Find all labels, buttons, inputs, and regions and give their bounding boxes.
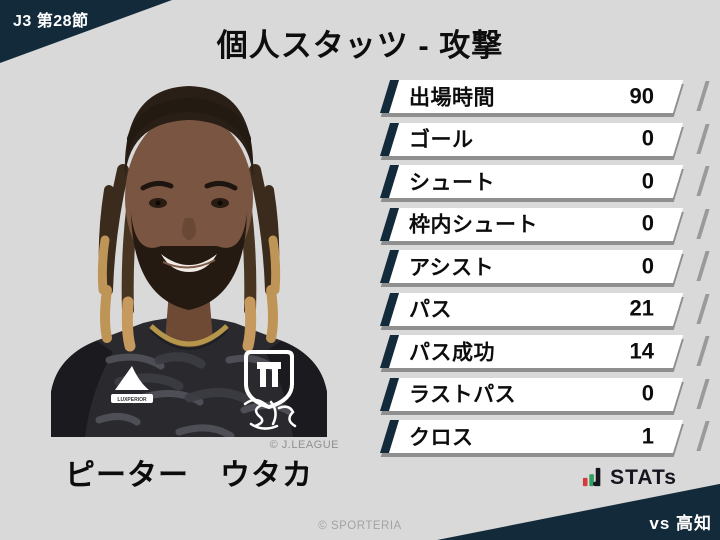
stat-value: 21: [629, 295, 654, 321]
player-photo: LUXPERIOR: [39, 60, 339, 437]
stat-label: シュート: [409, 170, 495, 194]
stat-value: 0: [641, 252, 654, 278]
stat-label: ラストパス: [409, 383, 517, 407]
stat-value: 0: [641, 167, 654, 193]
stat-label: 出場時間: [409, 85, 495, 109]
stat-label: パス: [409, 298, 452, 322]
stat-value: 14: [629, 337, 654, 363]
stat-label: アシスト: [409, 255, 495, 279]
stat-row-slash-mark: [696, 421, 710, 451]
stat-row-slash-mark: [696, 166, 710, 196]
stat-row-playing-time: 出場時間 90: [379, 80, 710, 113]
bar-chart-icon: [583, 467, 601, 487]
stat-row-slash-mark: [696, 378, 710, 409]
stat-row-last-passes: ラストパス 0: [379, 377, 710, 411]
stats-list: 出場時間 90 ゴール 0 シュート 0 枠内シュート 0: [379, 80, 710, 463]
stat-label: ゴール: [409, 128, 474, 152]
stat-value: 0: [641, 125, 654, 151]
photo-credit: © J.LEAGUE: [269, 439, 339, 451]
stat-row-shots: シュート 0: [379, 165, 710, 198]
stats-logo-text: STATs: [610, 466, 677, 489]
stat-row-slash-mark: [696, 208, 710, 239]
stat-row-crosses: クロス 1: [379, 420, 710, 453]
site-credit: © SPORTERIA: [318, 520, 402, 532]
stat-row-passes-completed: パス成功 14: [379, 335, 710, 368]
stat-row-slash-mark: [696, 293, 710, 324]
stat-row-slash-mark: [696, 81, 710, 111]
stat-label: パス成功: [409, 340, 495, 364]
stats-logo: STATs: [582, 466, 677, 488]
stat-row-shots-on-target: 枠内シュート 0: [379, 207, 710, 241]
player-portrait-illustration: LUXPERIOR: [51, 86, 327, 437]
stat-value: 90: [629, 82, 654, 108]
stat-label: クロス: [409, 425, 474, 449]
stat-row-passes: パス 21: [379, 292, 710, 326]
jersey-brand-text: LUXPERIOR: [117, 397, 147, 403]
opponent-label: vs 高知: [649, 514, 712, 533]
stat-row-slash-mark: [696, 336, 710, 366]
page-title: 個人スタッツ - 攻撃: [216, 28, 504, 63]
round-label: J3 第28節: [13, 13, 89, 30]
stat-row-slash-mark: [696, 251, 710, 281]
stat-row-goals: ゴール 0: [379, 122, 710, 156]
stat-value: 1: [641, 422, 654, 448]
stat-label: 枠内シュート: [409, 213, 538, 237]
stat-value: 0: [641, 210, 654, 236]
jersey-kanji-art-icon: [243, 398, 297, 430]
stat-row-slash-mark: [696, 123, 710, 154]
player-name: ピーター ウタカ: [65, 459, 313, 492]
stat-value: 0: [641, 380, 654, 406]
stat-row-assists: アシスト 0: [379, 250, 710, 283]
